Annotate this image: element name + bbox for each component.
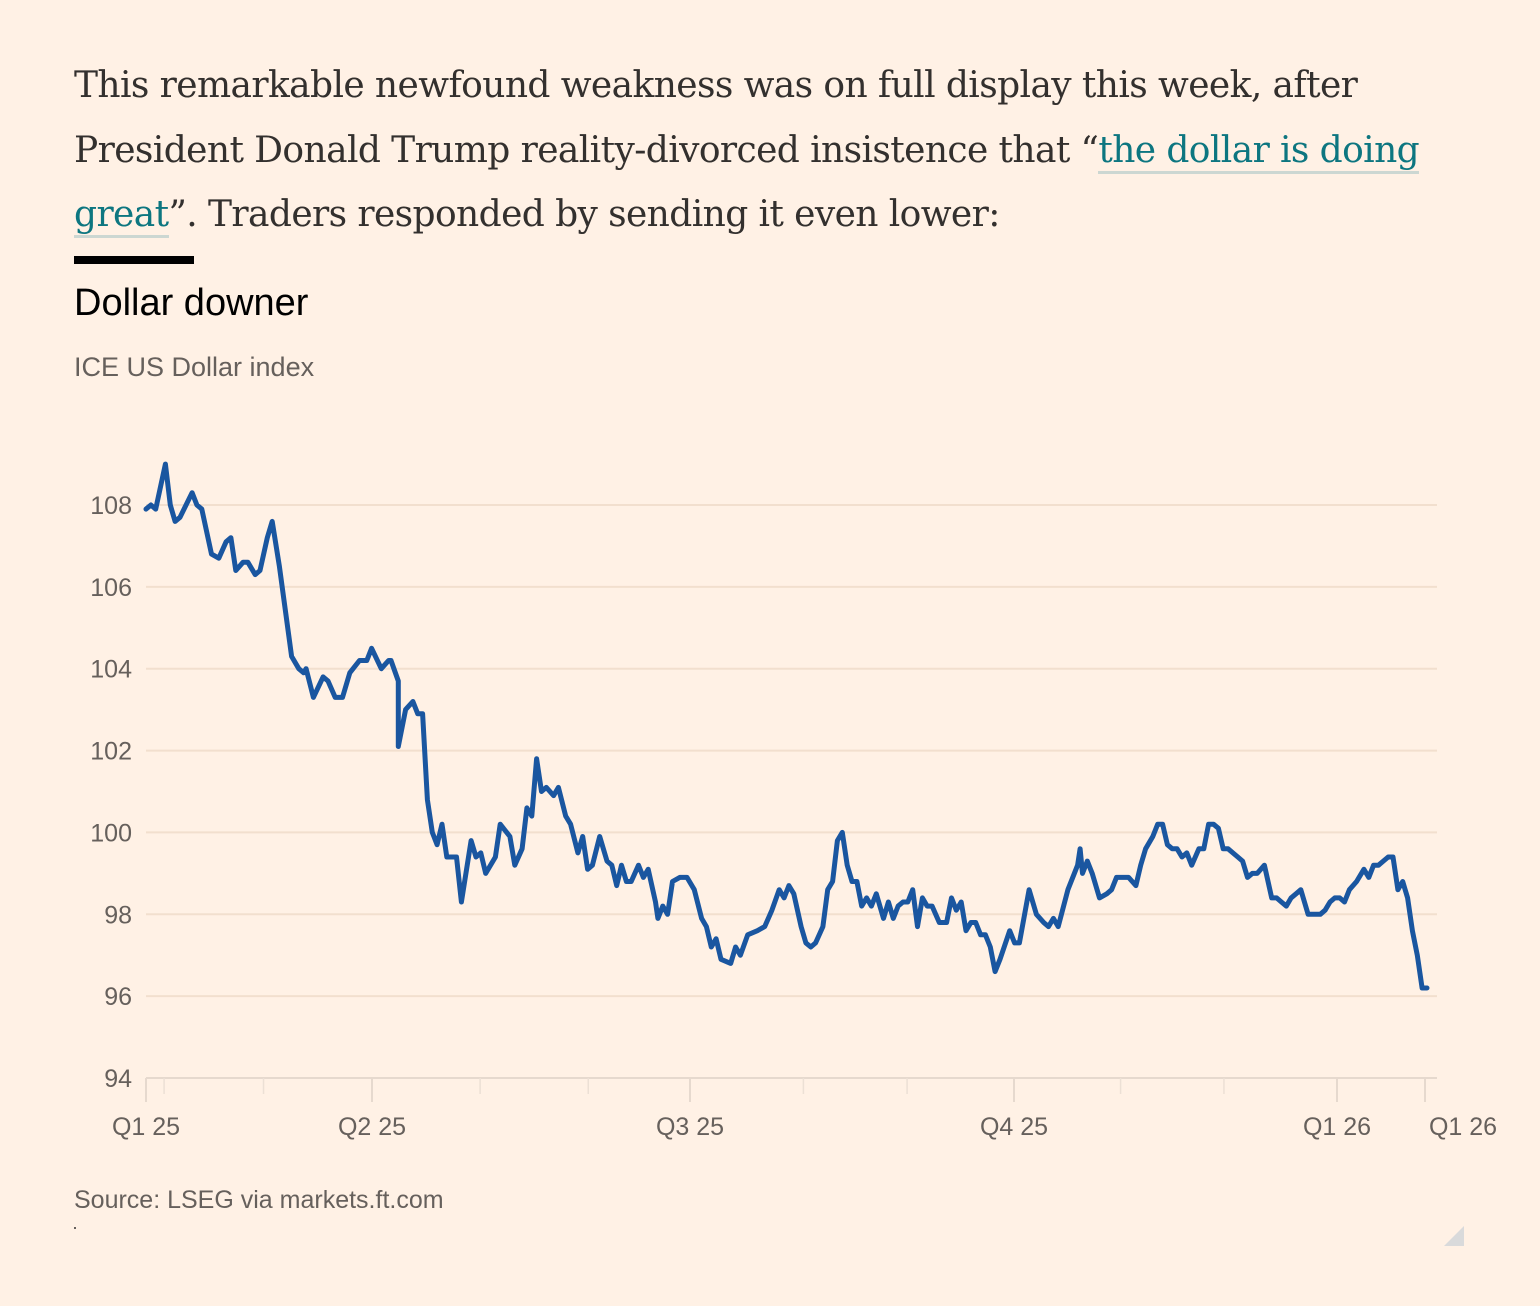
footnote-dot — [74, 1227, 76, 1229]
y-tick-label-104: 104 — [90, 656, 132, 684]
x-tick-label-3: Q4 25 — [980, 1113, 1048, 1141]
x-tick-label-1: Q2 25 — [338, 1113, 406, 1141]
gridlines — [146, 504, 1437, 1079]
series-layer — [143, 461, 1430, 991]
x-axis: Q1 25 Q2 25 Q3 25 Q4 25 Q1 26 Q1 26 — [112, 1078, 1497, 1141]
resize-corner-icon[interactable] — [1444, 1226, 1464, 1246]
x-tick-label-4: Q1 26 — [1303, 1113, 1371, 1141]
chart-source: Source: LSEG via markets.ft.com — [74, 1186, 444, 1214]
y-tick-label-94: 94 — [104, 1065, 132, 1093]
chart-title: Dollar downer — [74, 282, 309, 324]
chart-header-rule — [74, 256, 194, 264]
y-tick-label-106: 106 — [90, 574, 132, 602]
x-tick-label-0: Q1 25 — [112, 1113, 180, 1141]
y-tick-label-100: 100 — [90, 819, 132, 847]
y-axis: 94 96 98 100 102 104 106 108 — [90, 492, 132, 1093]
y-tick-label-102: 102 — [90, 738, 132, 766]
article-paragraph: This remarkable newfound weakness was on… — [74, 54, 1474, 248]
x-tick-label-2: Q3 25 — [656, 1113, 724, 1141]
y-tick-label-96: 96 — [104, 983, 132, 1011]
y-tick-label-108: 108 — [90, 492, 132, 520]
paragraph-text-start: This remarkable newfound weakness was on… — [74, 65, 1358, 171]
series-line-dollar-index — [143, 461, 1430, 991]
dollar-doing-great-link[interactable]: the dollar is doing great — [74, 129, 1420, 238]
paragraph-text-end: ”. Traders responded by sending it even … — [168, 194, 1001, 235]
x-tick-label-5: Q1 26 — [1429, 1113, 1497, 1141]
chart-subtitle: ICE US Dollar index — [74, 352, 315, 382]
y-tick-label-98: 98 — [104, 901, 132, 929]
